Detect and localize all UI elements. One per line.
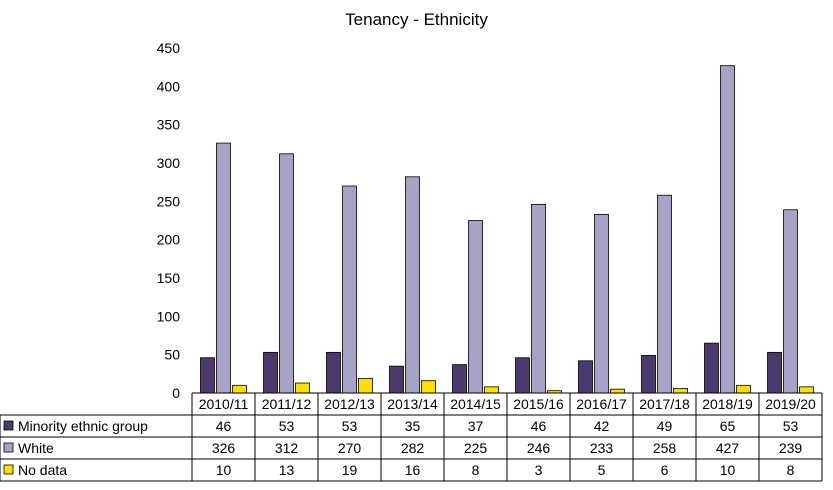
bar-white — [216, 142, 231, 394]
data-label: 5 — [598, 462, 606, 478]
bar-minority-ethnic-group — [767, 351, 782, 394]
bar-white — [594, 213, 609, 394]
y-tick-label: 450 — [157, 40, 181, 56]
bar-minority-ethnic-group — [515, 357, 530, 394]
y-tick-label: 150 — [157, 270, 181, 286]
bars-group — [192, 65, 822, 394]
data-label: 225 — [464, 440, 488, 456]
x-tick-label: 2015/16 — [513, 396, 564, 412]
legend-swatch — [3, 420, 14, 431]
y-tick-label: 300 — [157, 155, 181, 171]
legend-swatch — [3, 464, 14, 475]
x-tick-label: 2017/18 — [639, 396, 690, 412]
data-label: 53 — [783, 418, 799, 434]
data-label: 37 — [468, 418, 484, 434]
bar-white — [783, 209, 798, 394]
x-tick-label: 2014/15 — [450, 396, 501, 412]
bar-minority-ethnic-group — [263, 351, 278, 394]
bar-minority-ethnic-group — [200, 357, 215, 394]
bar-white — [657, 194, 672, 394]
data-label: 10 — [216, 462, 232, 478]
data-label: 8 — [472, 462, 480, 478]
x-tick-label: 2010/11 — [199, 396, 249, 412]
x-tick-label: 2019/20 — [765, 396, 816, 412]
data-label: 270 — [338, 440, 362, 456]
data-label: 10 — [720, 462, 736, 478]
bar-no-data — [673, 387, 688, 394]
bar-minority-ethnic-group — [641, 355, 656, 394]
data-label: 326 — [212, 440, 236, 456]
y-tick-label: 100 — [157, 308, 181, 324]
data-label: 53 — [279, 418, 295, 434]
data-label: 42 — [594, 418, 610, 434]
data-label: 65 — [720, 418, 736, 434]
bar-minority-ethnic-group — [452, 364, 467, 394]
bar-no-data — [295, 382, 310, 394]
bar-no-data — [610, 388, 625, 394]
x-tick-label: 2013/14 — [387, 396, 438, 412]
data-label: 258 — [653, 440, 677, 456]
data-label: 239 — [779, 440, 803, 456]
y-tick-label: 200 — [157, 232, 181, 248]
y-tick-label: 250 — [157, 193, 181, 209]
data-table: 2010/11 2011/12 2012/13 2013/14 2014/15 2015/… — [0, 392, 823, 482]
data-label: 46 — [531, 418, 547, 434]
bar-white — [342, 185, 357, 394]
bar-white — [720, 65, 735, 394]
data-label: 6 — [661, 462, 669, 478]
data-label: 282 — [401, 440, 425, 456]
data-label: 35 — [405, 418, 421, 434]
data-label: 3 — [535, 462, 543, 478]
bar-minority-ethnic-group — [326, 351, 341, 394]
data-label: 16 — [405, 462, 421, 478]
x-tick-label: 2011/12 — [262, 396, 312, 412]
data-label: 46 — [216, 418, 232, 434]
data-label: 8 — [787, 462, 795, 478]
bar-white — [279, 153, 294, 394]
bar-no-data — [358, 378, 373, 394]
legend-label: No data — [18, 462, 67, 478]
data-label: 427 — [716, 440, 740, 456]
bar-no-data — [421, 380, 436, 394]
data-label: 312 — [275, 440, 299, 456]
y-tick-label: 50 — [164, 347, 180, 363]
data-label: 53 — [342, 418, 358, 434]
data-label: 246 — [527, 440, 551, 456]
bar-no-data — [736, 384, 751, 394]
x-tick-label: 2018/19 — [702, 396, 753, 412]
legend-swatch — [3, 442, 14, 453]
bar-no-data — [484, 386, 499, 394]
bar-minority-ethnic-group — [389, 365, 404, 394]
bar-no-data — [799, 386, 814, 394]
x-tick-label: 2016/17 — [576, 396, 627, 412]
bar-white — [468, 220, 483, 394]
bar-white — [405, 176, 420, 394]
y-tick-label: 350 — [157, 117, 181, 133]
bar-minority-ethnic-group — [578, 360, 593, 394]
bar-white — [531, 203, 546, 394]
y-axis: 0 50 100 150 200 250 300 350 400 450 — [157, 40, 181, 401]
data-label: 19 — [342, 462, 358, 478]
data-label: 13 — [279, 462, 295, 478]
legend-label: White — [18, 440, 54, 456]
y-tick-label: 0 — [172, 385, 180, 401]
bar-minority-ethnic-group — [704, 342, 719, 394]
x-tick-label: 2012/13 — [324, 396, 375, 412]
legend-label: Minority ethnic group — [18, 418, 148, 434]
chart-title: Tenancy - Ethnicity — [345, 10, 488, 29]
bar-no-data — [232, 384, 247, 394]
data-label: 49 — [657, 418, 673, 434]
y-tick-label: 400 — [157, 78, 181, 94]
data-label: 233 — [590, 440, 614, 456]
